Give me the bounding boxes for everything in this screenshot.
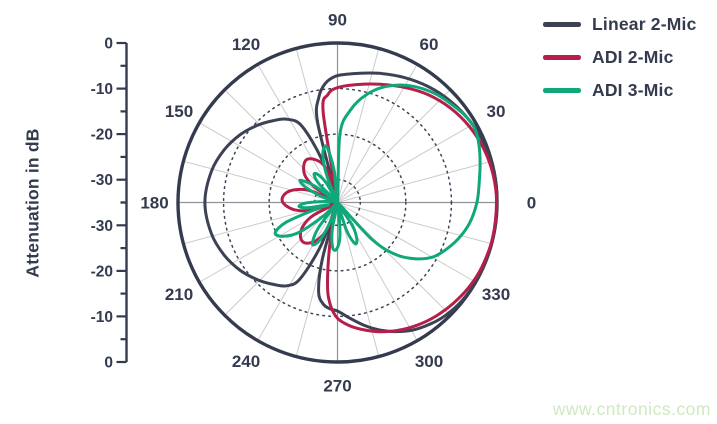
db-label-bottom--30: -30 <box>91 218 113 235</box>
angle-label-240: 240 <box>232 352 260 371</box>
polar-spoke-330 <box>337 202 476 283</box>
polar-spoke-240 <box>257 202 338 341</box>
angle-label-120: 120 <box>232 35 260 54</box>
polar-spoke-165 <box>183 160 338 203</box>
series-curve-linear-2-mic <box>203 71 499 334</box>
polar-spoke-345 <box>337 202 492 245</box>
angle-label-60: 60 <box>420 35 439 54</box>
series-curve-adi-3-mic <box>273 83 482 261</box>
db-label-bottom--20: -20 <box>91 263 113 280</box>
legend-item-adi-3-mic: ADI 3-Mic <box>543 74 697 107</box>
legend-label-adi-3-mic: ADI 3-Mic <box>592 80 674 100</box>
polar-grid-circle--20dB <box>268 133 407 272</box>
legend-swatch-adi-3-mic <box>543 88 581 93</box>
angle-label-180: 180 <box>140 194 168 213</box>
legend-item-adi-2-mic: ADI 2-Mic <box>543 41 697 74</box>
angle-label-300: 300 <box>415 352 443 371</box>
db-label-bottom-0: 0 <box>104 355 113 372</box>
polar-spoke-30 <box>337 122 476 203</box>
polar-grid-circle--30dB <box>313 178 362 227</box>
legend-swatch-adi-2-mic <box>543 55 581 60</box>
angle-label-150: 150 <box>165 102 193 121</box>
polar-spoke-45 <box>337 89 451 203</box>
db-label-top-0: 0 <box>104 36 113 53</box>
watermark: www.cntronics.com <box>552 399 711 419</box>
angle-label-90: 90 <box>328 11 347 30</box>
db-label-top--20: -20 <box>91 127 113 144</box>
angle-label-30: 30 <box>487 102 506 121</box>
r-axis-title: Attenuation in dB <box>22 128 43 278</box>
angle-label-0: 0 <box>527 194 536 213</box>
polar-spoke-15 <box>337 160 492 203</box>
legend: Linear 2-Mic ADI 2-Mic ADI 3-Mic <box>543 8 697 107</box>
legend-swatch-linear-2-mic <box>543 22 581 27</box>
angle-label-210: 210 <box>165 285 193 304</box>
legend-item-linear-2-mic: Linear 2-Mic <box>543 8 697 41</box>
angle-label-270: 270 <box>323 377 351 396</box>
db-label-top--10: -10 <box>91 81 113 98</box>
legend-label-adi-2-mic: ADI 2-Mic <box>592 47 674 67</box>
angle-label-330: 330 <box>482 285 510 304</box>
db-label-bottom--10: -10 <box>91 309 113 326</box>
series-curve-adi-2-mic <box>280 82 499 334</box>
polar-spoke-150 <box>199 122 338 203</box>
legend-label-linear-2-mic: Linear 2-Mic <box>592 14 697 34</box>
db-label-top--30: -30 <box>91 172 113 189</box>
